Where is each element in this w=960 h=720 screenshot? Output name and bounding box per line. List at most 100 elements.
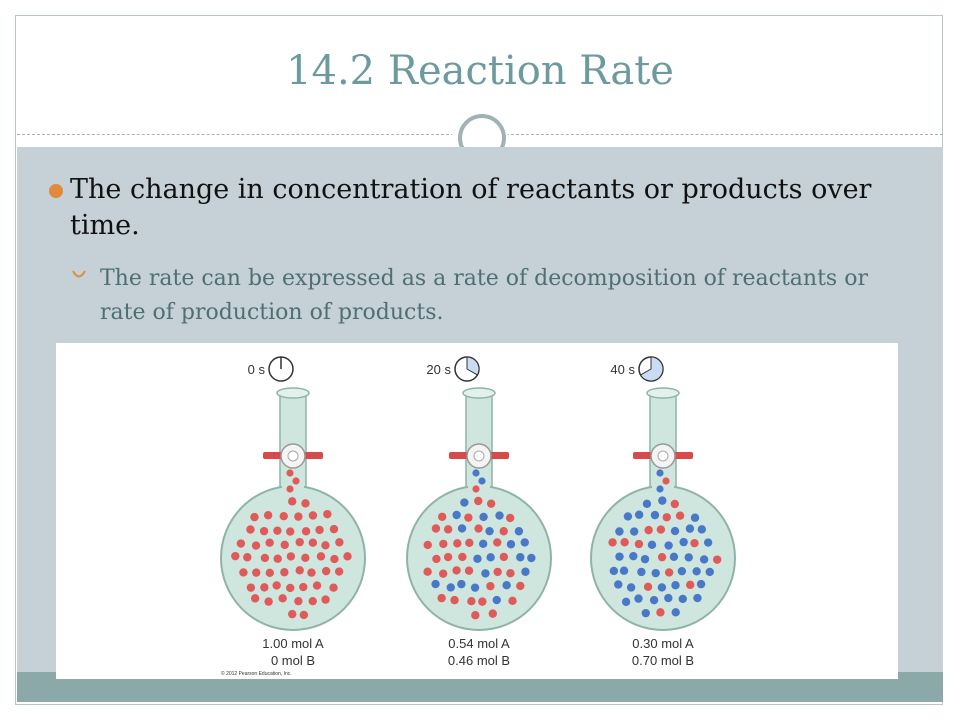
molecule-a [643, 582, 653, 592]
molecule-a [712, 555, 722, 564]
molecule-b [495, 511, 504, 520]
molecule-b [657, 583, 667, 592]
mol-b-label: 0 mol B [271, 653, 315, 668]
sub-bullet: The rate can be expressed as a rate of d… [100, 266, 868, 325]
molecule-b [696, 579, 706, 589]
molecule-b [457, 524, 467, 533]
molecule-b [621, 597, 631, 607]
molecule-a [656, 608, 665, 617]
molecule-a [316, 552, 326, 561]
molecule-a [295, 537, 304, 547]
molecule-a [486, 581, 495, 591]
molecule-a [486, 499, 496, 508]
molecule-b [692, 567, 701, 576]
molecule-b [609, 566, 619, 576]
time-label: 40 s [610, 362, 635, 377]
molecule-a [321, 541, 330, 550]
molecule-a [250, 512, 259, 522]
molecule-a [246, 525, 255, 534]
molecule-a [343, 552, 352, 561]
molecule-a [465, 538, 474, 548]
molecule-b [473, 554, 482, 563]
molecule-b [658, 496, 667, 505]
molecule-b [669, 552, 679, 562]
molecule-a [279, 511, 288, 521]
flask-neck-join [282, 471, 304, 501]
molecule-a [423, 567, 432, 576]
molecule-a [263, 511, 273, 520]
molecule-a [307, 568, 316, 577]
molecule-b [690, 513, 700, 522]
molecule-a [294, 512, 303, 521]
molecule-b [697, 525, 707, 534]
molecule-a [252, 568, 261, 577]
flask-rim [462, 387, 496, 399]
time-label: 20 s [426, 362, 451, 377]
molecule-a [450, 595, 459, 605]
neck-molecule [662, 477, 670, 485]
molecule-a [272, 581, 281, 590]
molecule-b [502, 580, 511, 590]
sub-bullet-icon [72, 270, 86, 278]
molecule-a [506, 569, 515, 578]
molecule-a [260, 583, 269, 592]
molecule-a [662, 513, 671, 522]
molecule-b [492, 595, 501, 605]
molecule-b [671, 608, 680, 617]
molecule-a [437, 512, 447, 521]
molecule-b [641, 608, 650, 618]
molecule-b [678, 594, 687, 604]
molecule-a [301, 553, 310, 563]
molecule-a [265, 538, 274, 547]
flask-illustration: 0 s 1.00 mol A 0 mol B 20 s 0.54 mol A 0.46 m… [220, 356, 736, 677]
molecule-a [493, 567, 502, 577]
molecule-a [686, 580, 695, 590]
molecule-b [685, 524, 695, 533]
clock-elapsed-sector [639, 356, 664, 382]
molecule-b [452, 510, 461, 520]
molecule-a [264, 597, 273, 606]
molecule-b [615, 527, 624, 536]
molecule-a [301, 499, 310, 508]
molecule-a [437, 593, 446, 603]
mol-a-label: 1.00 mol A [262, 636, 324, 651]
molecule-a [690, 538, 699, 548]
molecule-a [431, 524, 441, 533]
molecule-a [452, 566, 461, 575]
molecule-b [478, 539, 488, 549]
molecule-a [280, 568, 289, 577]
molecule-a [321, 566, 331, 576]
molecule-a [294, 596, 303, 606]
molecule-b [642, 499, 652, 508]
molecule-b [527, 553, 536, 563]
molecule-b [664, 593, 673, 603]
clock-elapsed-sector [466, 356, 480, 376]
molecule-a [453, 539, 462, 548]
molecule-b [615, 552, 624, 561]
molecule-a [443, 552, 453, 562]
molecule-b [677, 566, 687, 576]
flask-rim [646, 387, 680, 399]
molecule-b [506, 540, 516, 549]
mol-a-label: 0.54 mol A [448, 636, 510, 651]
molecule-a [443, 525, 453, 534]
neck-molecule [472, 469, 480, 477]
molecule-a [644, 525, 653, 535]
molecule-b [485, 526, 494, 536]
mol-a-label: 0.30 mol A [632, 636, 694, 651]
molecule-a [499, 527, 508, 536]
molecule-b [671, 581, 680, 590]
molecule-a [273, 554, 282, 563]
molecule-a [516, 581, 525, 591]
molecule-b [647, 540, 657, 550]
molecule-a [620, 538, 629, 547]
flask-rim [276, 387, 310, 399]
molecule-a [432, 554, 441, 564]
molecule-b [705, 567, 714, 577]
molecule-a [308, 596, 317, 606]
molecule-a [664, 568, 674, 577]
main-bullet: The change in concentration of reactants… [70, 174, 872, 241]
molecule-b [637, 567, 646, 577]
molecule-a [323, 509, 332, 519]
stopcock-core [657, 450, 669, 462]
